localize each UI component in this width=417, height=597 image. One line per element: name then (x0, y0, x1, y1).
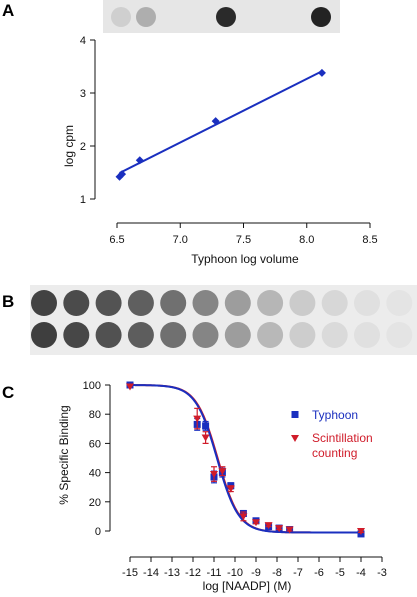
data-point-triangle (201, 434, 210, 442)
x-tick-label: -12 (185, 567, 201, 579)
x-tick-label: 8.0 (299, 234, 314, 246)
x-tick-label: -11 (206, 567, 221, 579)
x-tick-label: 8.5 (362, 234, 377, 246)
y-tick-label: 20 (89, 497, 101, 509)
blot-spot (31, 290, 57, 316)
x-tick-label: -6 (314, 567, 324, 579)
legend-marker-scintillation (291, 435, 299, 442)
y-tick-label: 2 (80, 141, 86, 153)
data-point (135, 156, 144, 165)
legend: Typhoon Scintillation counting (291, 408, 373, 460)
y-tick-label: 1 (80, 194, 86, 206)
x-tick-label: -10 (227, 567, 243, 579)
blot-spot (257, 322, 284, 348)
blot-spot (192, 290, 219, 316)
blot-spot (216, 7, 236, 27)
blot-spot (111, 7, 131, 27)
y-axis-label-c: % Specific Binding (57, 405, 71, 504)
blot-spot (321, 290, 348, 316)
panel-letter-a: A (2, 1, 14, 20)
x-tick-label: -8 (272, 567, 282, 579)
data-point (211, 117, 220, 126)
y-tick-label: 100 (83, 380, 101, 392)
data-point-triangle (193, 415, 202, 423)
y-tick-label: 3 (80, 88, 86, 100)
x-tick-label: -14 (143, 567, 159, 579)
y-tick-label: 60 (89, 438, 101, 450)
x-tick-label: -5 (335, 567, 345, 579)
y-tick-label: 40 (89, 468, 101, 480)
dot-blot-panel-a (103, 0, 340, 33)
blot-spot (136, 7, 156, 27)
data-point (118, 170, 127, 179)
blot-spot (289, 322, 316, 348)
blot-spot (95, 322, 122, 348)
x-tick-label: -9 (251, 567, 261, 579)
x-tick-label: -7 (293, 567, 303, 579)
blot-spot (63, 322, 90, 348)
data-point-triangle (357, 528, 365, 535)
x-tick-label: 6.5 (109, 234, 124, 246)
panel-letter-b: B (2, 292, 14, 311)
data-point-triangle (226, 485, 235, 493)
data-point-triangle (239, 513, 248, 521)
legend-marker-typhoon (291, 411, 299, 418)
data-point (317, 68, 326, 77)
data-point-triangle (218, 468, 227, 476)
blot-spot (321, 322, 348, 348)
dot-blot-panel-b (30, 285, 417, 355)
x-tick-label: -3 (377, 567, 387, 579)
blot-spot (289, 290, 316, 316)
fit-curve-typhoon (129, 384, 360, 534)
blot-spot (257, 290, 284, 316)
data-point-square (202, 422, 210, 430)
x-axis-label-a: Typhoon log volume (191, 252, 299, 266)
blot-spot (354, 290, 380, 316)
blot-spot (160, 322, 187, 348)
data-point-triangle (264, 522, 273, 530)
blot-spot (127, 322, 154, 348)
y-axis-label-a: log cpm (62, 125, 76, 167)
data-point-triangle (275, 525, 284, 533)
blot-spot (160, 290, 187, 316)
blot-spot (95, 290, 122, 316)
blot-spot (127, 290, 154, 316)
x-axis-label-c: log [NAADP] (M) (203, 579, 292, 593)
data-point-triangle (126, 383, 134, 391)
blot-background (30, 285, 417, 355)
blot-spot (386, 322, 413, 348)
blot-spot (63, 290, 90, 316)
panel-letter-c: C (2, 383, 14, 402)
blot-spot (224, 322, 251, 348)
x-tick-label: -15 (122, 567, 138, 579)
x-tick-label: 7.5 (236, 234, 251, 246)
x-tick-label: -4 (356, 567, 366, 579)
blot-spot (386, 290, 413, 316)
blot-spot (311, 7, 331, 27)
x-tick-label: -13 (164, 567, 180, 579)
fit-line (119, 70, 323, 174)
data-point-triangle (285, 526, 294, 534)
chart-panel-c: % Specific Binding log [NAADP] (M) 0 20 40… (57, 380, 387, 593)
legend-label-scintillation: Scintillation counting (312, 431, 373, 460)
blot-spot (354, 322, 380, 348)
blot-spot (31, 322, 57, 348)
y-tick-label: 4 (80, 35, 86, 47)
blot-spot (192, 322, 219, 348)
blot-spot (224, 290, 251, 316)
legend-label-typhoon: Typhoon (312, 408, 358, 422)
x-tick-label: 7.0 (173, 234, 188, 246)
y-tick-label: 0 (95, 526, 101, 538)
data-point-triangle (252, 519, 260, 527)
y-tick-label: 80 (89, 409, 101, 421)
data-point-triangle (210, 471, 218, 479)
chart-panel-a: log cpm Typhoon log volume 1 2 3 4 6.5 7.0 7.5… (62, 35, 378, 266)
